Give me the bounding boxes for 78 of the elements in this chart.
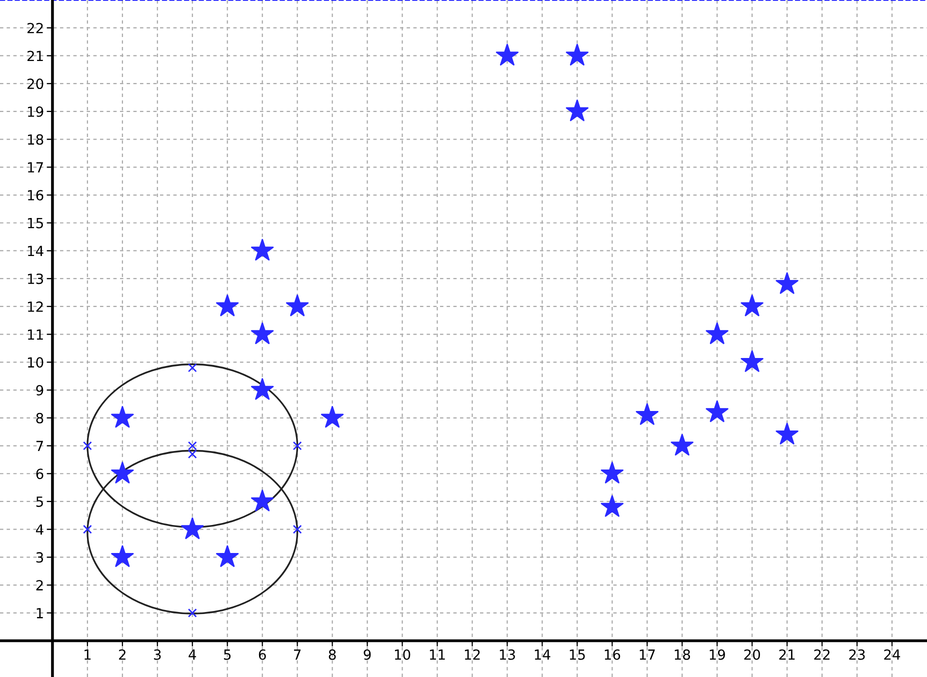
point [251,490,274,512]
point [566,100,589,122]
x-tick-label: 19 [710,649,725,660]
point [111,462,134,484]
y-tick-label: 7 [36,440,43,452]
point [706,322,728,344]
point [636,403,658,425]
point [188,363,197,372]
x-tick-label: 2 [119,649,126,660]
point [251,378,274,400]
y-tick-label: 1 [36,608,43,618]
x-tick-label: 9 [364,649,371,660]
y-tick-label: 16 [28,190,44,200]
y-tick-label: 14 [28,246,44,256]
point [216,294,239,316]
point [251,238,274,260]
point [82,441,92,450]
x-tick-label: 22 [814,649,830,660]
point [188,441,197,450]
x-tick-label: 15 [570,650,585,660]
y-tick-label: 2 [36,580,43,590]
x-tick-label: 13 [500,649,515,660]
y-tick-label: 3 [36,552,44,563]
point [111,406,134,428]
y-tick-label: 17 [28,162,43,172]
point [566,44,589,66]
x-tick-label: 18 [674,649,690,660]
point [740,294,764,316]
point [600,462,624,484]
x-tick-label: 8 [328,649,336,660]
x-tick-label: 10 [394,649,410,660]
point [188,608,197,618]
y-tick-label: 20 [27,78,44,90]
y-tick-label: 9 [36,385,44,396]
point [320,406,344,428]
point [188,450,197,459]
point [216,545,239,567]
x-tick-label: 4 [188,650,196,660]
y-tick-label: 12 [28,301,43,312]
point [292,524,302,534]
x-tick-label: 16 [604,649,620,660]
x-tick-label: 23 [849,649,865,660]
x-tick-label: 17 [640,650,655,660]
y-tick-label: 6 [36,468,44,480]
point [706,400,728,422]
x-tick-label: 5 [224,650,231,660]
x-tick-label: 14 [534,650,550,660]
x-tick-label: 1 [84,650,91,660]
x-tick-label: 12 [464,649,480,660]
y-tick-label: 15 [28,218,43,228]
point [776,422,798,444]
y-tick-label: 11 [28,329,43,340]
point [292,441,302,450]
point [740,350,764,372]
y-tick-label: 13 [28,274,44,284]
point [82,524,92,534]
point [111,545,134,567]
x-tick-label: 21 [779,649,795,660]
y-tick-label: 8 [36,412,44,424]
point [776,272,798,294]
y-tick-label: 10 [28,357,44,368]
y-tick-label: 19 [28,106,44,117]
point [286,294,309,316]
point [496,44,519,66]
x-tick-label: 7 [294,650,301,660]
x-tick-label: 24 [884,649,900,660]
y-tick-label: 5 [36,496,43,507]
y-tick-label: 4 [36,524,44,535]
y-tick-label: 18 [28,134,44,145]
x-tick-label: 20 [744,649,760,660]
y-tick-label: 21 [27,50,43,61]
point [600,495,624,517]
y-tick-label: 22 [27,22,43,34]
x-tick-label: 3 [154,649,161,660]
x-tick-label: 6 [258,649,266,660]
x-tick-label: 11 [430,650,445,660]
point [251,322,274,344]
point [670,434,694,456]
